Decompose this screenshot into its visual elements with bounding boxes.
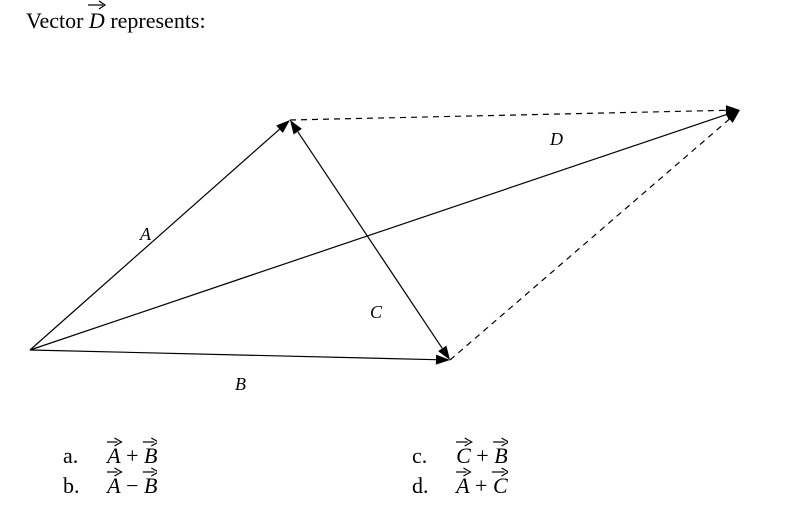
arrow-over-icon [107, 433, 157, 447]
choice-c-letter: c. [411, 442, 453, 470]
question-text: Vector D represents: [26, 8, 206, 34]
svg-text:D: D [549, 129, 563, 149]
arrow-over-icon [456, 463, 508, 477]
question-prefix: Vector [26, 8, 89, 33]
choice-d-expression: A + C [456, 475, 508, 497]
svg-text:A: A [139, 224, 152, 244]
answer-choices: a. A + B c. C + B b. A − B [60, 440, 760, 502]
arrow-over-icon [107, 463, 157, 477]
arrow-over-icon [456, 433, 508, 447]
choice-b-letter: b. [62, 472, 104, 500]
choice-d-letter: d. [411, 472, 453, 500]
choice-b-expression: A − B [107, 475, 157, 497]
arrow-over-icon [87, 0, 107, 10]
svg-text:B: B [235, 374, 246, 394]
choice-a-letter: a. [62, 442, 104, 470]
svg-text:C: C [370, 302, 383, 322]
question-vector-symbol: D [89, 8, 105, 34]
question-suffix: represents: [110, 8, 205, 33]
vector-diagram: A B C D [0, 60, 791, 400]
